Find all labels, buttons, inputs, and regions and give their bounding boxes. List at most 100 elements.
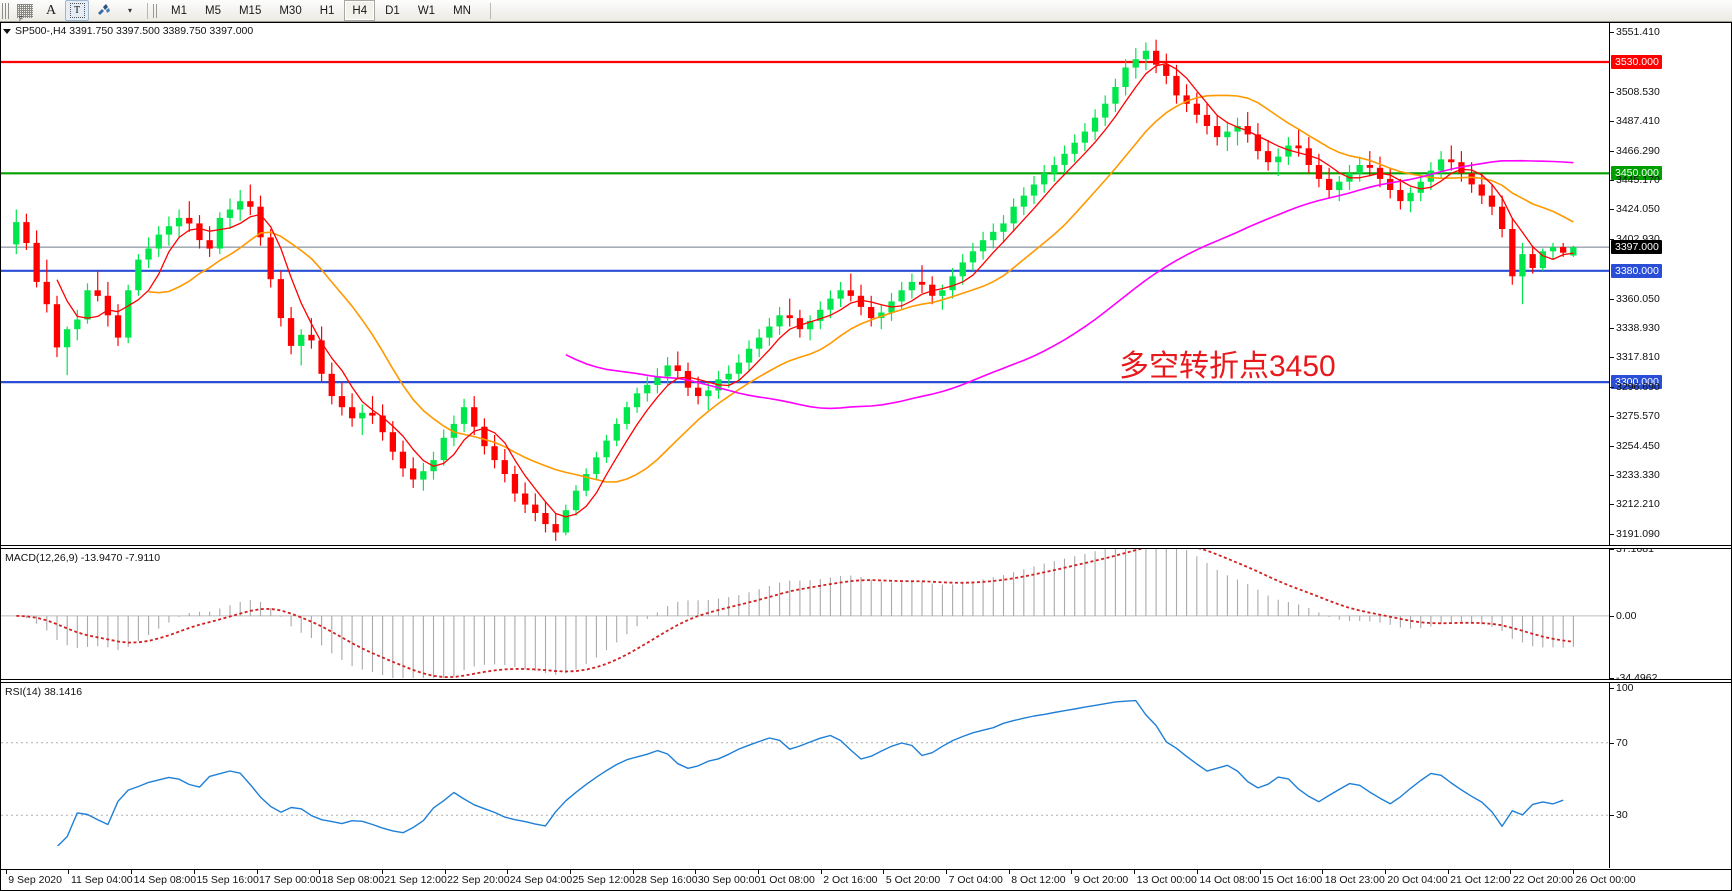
time-tick <box>193 870 195 874</box>
time-tick-label: 15 Sep 16:00 <box>196 874 259 886</box>
time-tick <box>1259 870 1261 874</box>
time-tick <box>1071 870 1073 874</box>
price-tick <box>1610 533 1614 535</box>
time-tick-label: 11 Sep 04:00 <box>70 874 133 886</box>
price-tick-label: 3191.090 <box>1616 527 1660 540</box>
price-tick <box>1610 298 1614 300</box>
price-tick-label: 3317.810 <box>1616 351 1660 364</box>
time-tick <box>1196 870 1198 874</box>
timeframe-w1-button[interactable]: W1 <box>417 4 436 17</box>
time-tick <box>758 870 760 874</box>
time-tick-label: 15 Oct 16:00 <box>1262 874 1323 886</box>
rsi-tick <box>1610 742 1614 744</box>
time-tick <box>695 870 697 874</box>
macd-tick-label: 37.1681 <box>1616 549 1654 555</box>
crosshair-svg <box>97 3 110 15</box>
time-tick <box>632 870 634 874</box>
text-A-icon[interactable]: A <box>39 0 63 21</box>
price-tick-label: 3508.530 <box>1616 85 1660 98</box>
timeframe-m5-button[interactable]: M5 <box>204 4 221 17</box>
text-box-glyph: T <box>69 3 85 18</box>
price-level-tag[interactable]: 3380.000 <box>1611 263 1662 278</box>
macd-tick <box>1610 678 1614 679</box>
timeframe-m15-button[interactable]: M15 <box>238 4 262 17</box>
price-axis[interactable]: 3551.410 3530.000 3508.530 3487.410 3466.290… <box>1609 23 1731 545</box>
rsi-plot-area[interactable] <box>1 683 1609 868</box>
price-plot-area[interactable]: 多空转折点3450 <box>1 23 1609 545</box>
time-tick-label: 30 Sep 00:00 <box>697 874 761 886</box>
time-tick-label: 9 Sep 2020 <box>8 874 62 886</box>
price-level-tag[interactable]: 3300.000 <box>1611 375 1662 390</box>
timeframe-h1-button[interactable]: H1 <box>319 4 335 17</box>
timeframe-grip[interactable] <box>153 3 159 18</box>
time-tick <box>1384 870 1386 874</box>
toolbar-grip[interactable] <box>2 2 9 19</box>
pane-divider-1 <box>1 545 1731 546</box>
chart-annotation[interactable]: 多空转折点3450 <box>1119 350 1336 383</box>
time-tick-label: 20 Oct 04:00 <box>1387 874 1448 886</box>
price-tick <box>1610 121 1614 123</box>
price-tick <box>1610 91 1614 93</box>
price-tick-label: 3360.050 <box>1616 292 1660 305</box>
time-tick-label: 18 Sep 08:00 <box>321 874 385 886</box>
time-tick <box>1447 870 1449 874</box>
rsi-axis: 100 70 30 <box>1609 683 1731 868</box>
timeframe-mn-button[interactable]: MN <box>453 4 471 17</box>
price-pane[interactable]: SP500-,H4 3391.750 3397.500 3389.750 339… <box>1 23 1731 545</box>
time-axis[interactable]: 9 Sep 2020 11 Sep 04:00 14 Sep 08:00 15 Sep… <box>1 869 1731 890</box>
rsi-tick-label: 100 <box>1616 683 1634 695</box>
time-tick-label: 14 Sep 08:00 <box>133 874 197 886</box>
price-tick-label: 3466.290 <box>1616 144 1660 157</box>
time-tick <box>131 870 133 874</box>
time-tick <box>1134 870 1136 874</box>
price-tick <box>1610 386 1614 388</box>
symbol-info-bar: SP500-,H4 3391.750 3397.500 3389.750 339… <box>3 25 253 37</box>
dropdown-caret-icon[interactable]: ▾ <box>117 0 141 21</box>
timeframe-m1-button[interactable]: M1 <box>171 4 187 17</box>
time-tick-label: 2 Oct 16:00 <box>823 874 878 886</box>
timeframe-d1-button[interactable]: D1 <box>385 4 400 17</box>
time-tick <box>883 870 885 874</box>
price-tick-label: 3254.450 <box>1616 439 1660 452</box>
price-tick-label: 3424.050 <box>1616 203 1660 216</box>
timeframe-h4-button[interactable]: H4 <box>344 0 376 21</box>
price-tick <box>1610 150 1614 152</box>
rsi-tick <box>1610 815 1614 817</box>
pane-divider-2 <box>1 679 1731 680</box>
time-tick-label: 28 Sep 16:00 <box>635 874 698 886</box>
time-tick <box>381 870 383 874</box>
price-level-tag[interactable]: 3397.000 <box>1611 240 1662 255</box>
text-box-icon[interactable]: T <box>65 0 89 21</box>
crosshair-icon[interactable] <box>91 0 115 21</box>
time-tick-label: 13 Oct 00:00 <box>1136 874 1197 886</box>
time-tick <box>1008 870 1010 874</box>
time-tick-label: 8 Oct 12:00 <box>1011 874 1066 886</box>
pane-divider-1b <box>1 548 1731 549</box>
macd-tick <box>1610 549 1614 550</box>
toolbar-separator <box>147 2 148 19</box>
time-tick-label: 26 Oct 00:00 <box>1575 874 1636 886</box>
time-tick <box>1510 870 1512 874</box>
timeframe-m30-button[interactable]: M30 <box>279 4 302 17</box>
rsi-tick <box>1610 688 1614 690</box>
macd-pane[interactable]: MACD(12,26,9) -13.9470 -7.9110 37.1681 0.… <box>1 549 1731 679</box>
chart-grid-icon[interactable] <box>13 0 37 23</box>
macd-tick-label: -34.4962 <box>1616 672 1658 679</box>
macd-label: MACD(12,26,9) -13.9470 -7.9110 <box>5 552 161 564</box>
price-tick-label: 3487.410 <box>1616 115 1660 128</box>
price-tick <box>1610 445 1614 447</box>
price-tick-label: 3275.570 <box>1616 410 1660 423</box>
rsi-label: RSI(14) 38.1416 <box>5 686 83 698</box>
collapse-triangle-icon[interactable] <box>3 28 11 34</box>
price-level-tag[interactable]: 3530.000 <box>1611 54 1662 69</box>
time-tick <box>946 870 948 874</box>
macd-tick <box>1610 615 1614 617</box>
macd-plot-area[interactable] <box>1 549 1609 679</box>
rsi-pane[interactable]: RSI(14) 38.1416 100 70 30 <box>1 683 1731 868</box>
price-level-tag[interactable]: 3450.000 <box>1611 166 1662 181</box>
price-tick <box>1610 504 1614 506</box>
caret-glyph: ▾ <box>127 6 132 15</box>
price-tick-label: 3338.930 <box>1616 321 1660 334</box>
text-A-glyph: A <box>45 2 57 18</box>
